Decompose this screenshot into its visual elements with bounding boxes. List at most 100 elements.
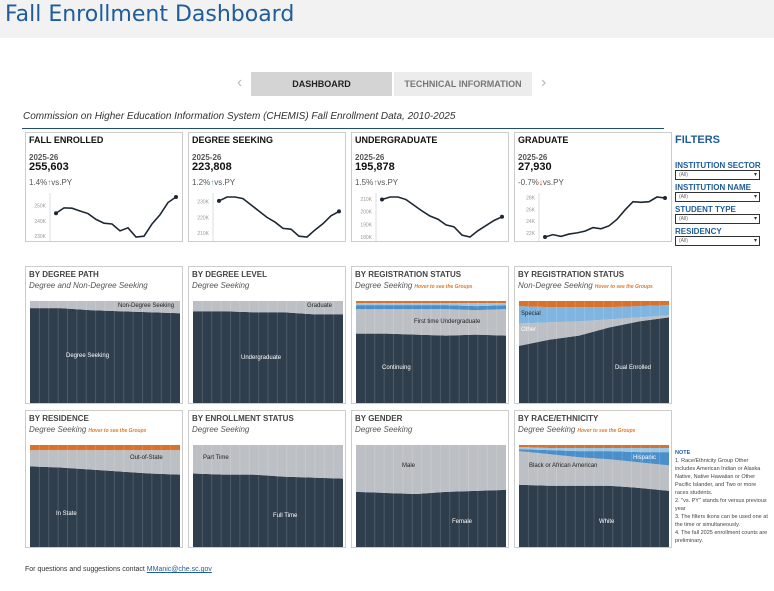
series-label: Black or African American bbox=[529, 463, 598, 469]
chart-title: BY GENDER bbox=[355, 414, 403, 423]
change-percent: 1.4% bbox=[29, 178, 48, 187]
kpi-card-graduate: GRADUATE 2025-26 27,930 -0.7%↓vs.PY 22K 24… bbox=[514, 132, 672, 242]
sparkline: 180K 190K 200K 210K bbox=[360, 193, 504, 241]
series-label: Male bbox=[402, 463, 416, 469]
area-other bbox=[30, 445, 180, 451]
vs-label: vs.PY bbox=[542, 178, 564, 187]
chart-panel: BY REGISTRATION STATUS Non-Degree Seekin… bbox=[514, 266, 672, 404]
series-label: Full Time bbox=[273, 513, 298, 519]
hover-hint[interactable]: Hover to see the Groups bbox=[88, 428, 147, 434]
tab-dashboard[interactable]: DASHBOARD bbox=[251, 72, 392, 96]
kpi-title: DEGREE SEEKING bbox=[192, 135, 274, 145]
series-label: Degree Seeking bbox=[66, 353, 110, 359]
axis-tick: 180K bbox=[360, 235, 372, 241]
area-chart[interactable] bbox=[30, 301, 180, 403]
chart-panel: BY DEGREE PATH Degree and Non-Degree See… bbox=[25, 266, 183, 404]
hover-hint[interactable]: Hover to see the Groups bbox=[414, 284, 473, 290]
note-line: 1. Race/Ethnicity Group Other includes A… bbox=[675, 458, 761, 496]
kpi-change: 1.4%↑vs.PY bbox=[29, 178, 72, 187]
area-chart[interactable] bbox=[30, 445, 180, 547]
kpi-title: FALL ENROLLED bbox=[29, 135, 104, 145]
filter-dropdown-student-type[interactable]: (All) bbox=[675, 214, 760, 224]
divider bbox=[22, 128, 664, 129]
kpi-change: 1.2%↑vs.PY bbox=[192, 178, 235, 187]
hover-hint[interactable]: Hover to see the Groups bbox=[594, 284, 653, 290]
series-label: Out-of-State bbox=[130, 455, 163, 461]
area-part-time bbox=[193, 445, 343, 479]
chart-title: BY DEGREE LEVEL bbox=[192, 270, 267, 279]
area-chart[interactable] bbox=[193, 445, 343, 547]
subtitle-text: Degree Seeking bbox=[192, 281, 250, 290]
change-percent: 1.5% bbox=[355, 178, 374, 187]
axis-tick: 190K bbox=[360, 222, 372, 228]
chevron-left-icon[interactable]: ‹ bbox=[237, 74, 243, 91]
kpi-card-fall-enrolled: FALL ENROLLED 2025-26 255,603 1.4%↑vs.PY… bbox=[25, 132, 183, 242]
kpi-title: GRADUATE bbox=[518, 135, 569, 145]
filter-dropdown-residency[interactable]: (All) bbox=[675, 236, 760, 246]
dashboard-subtitle: Commission on Higher Education Informati… bbox=[23, 111, 456, 122]
footer-text: For questions and suggestions contact bbox=[25, 566, 147, 573]
sparkline: 22K 24K 26K 28K bbox=[526, 193, 667, 241]
area-chart[interactable] bbox=[519, 445, 669, 547]
sparkline-line bbox=[381, 196, 503, 238]
area-chart[interactable] bbox=[519, 301, 669, 403]
chart-panel: BY REGISTRATION STATUS Degree Seeking Hov… bbox=[351, 266, 509, 404]
chevron-right-icon[interactable]: › bbox=[541, 74, 547, 91]
sparkline: 210K 220K 230K bbox=[197, 193, 341, 241]
series-label: In State bbox=[56, 511, 77, 517]
area-chart[interactable] bbox=[356, 301, 506, 403]
filters-title: FILTERS bbox=[675, 134, 721, 146]
series-label: Undergraduate bbox=[241, 355, 282, 361]
title-bar: Fall Enrollment Dashboard bbox=[0, 0, 774, 38]
sparkline-endpoint bbox=[217, 198, 221, 203]
kpi-card-degree-seeking: DEGREE SEEKING 2025-26 223,808 1.2%↑vs.P… bbox=[188, 132, 346, 242]
chart-title: BY ENROLLMENT STATUS bbox=[192, 414, 294, 423]
kpi-year: 2025-26 bbox=[192, 153, 222, 162]
axis-tick: 240K bbox=[34, 219, 46, 225]
kpi-value: 195,878 bbox=[355, 161, 395, 173]
chart-panel: BY RESIDENCE Degree Seeking Hover to see … bbox=[25, 410, 183, 548]
area-other bbox=[519, 447, 669, 453]
arrow-up-icon: ↑ bbox=[47, 178, 52, 187]
axis-tick: 22K bbox=[526, 231, 536, 237]
axis-tick: 200K bbox=[360, 210, 372, 216]
filter-dropdown-institution-name[interactable]: (All) bbox=[675, 192, 760, 202]
kpi-year: 2025-26 bbox=[29, 153, 59, 162]
axis-tick: 250K bbox=[34, 204, 46, 210]
area-continuing bbox=[356, 333, 506, 403]
change-percent: 1.2% bbox=[192, 178, 211, 187]
series-label: White bbox=[599, 519, 615, 525]
chart-panel: BY ENROLLMENT STATUS Degree Seeking Full … bbox=[188, 410, 346, 548]
chart-subtitle: Degree Seeking bbox=[355, 425, 414, 434]
area-non-degree-seeking bbox=[30, 301, 180, 314]
area-in-state bbox=[30, 466, 180, 547]
chart-subtitle: Degree Seeking Hover to see the Groups bbox=[518, 425, 635, 434]
filter-dropdown-institution-sector[interactable]: (All) bbox=[675, 170, 760, 180]
subtitle-text: Non-Degree Seeking bbox=[518, 281, 593, 290]
series-label: Hispanic bbox=[633, 455, 657, 461]
chart-title: BY DEGREE PATH bbox=[29, 270, 99, 279]
contact-email-link[interactable]: MManic@che.sc.gov bbox=[146, 566, 212, 573]
area-other bbox=[519, 445, 669, 449]
axis-tick: 210K bbox=[360, 197, 372, 203]
sparkline-line bbox=[55, 196, 177, 238]
arrow-up-icon: ↑ bbox=[373, 178, 378, 187]
area-other bbox=[356, 305, 506, 311]
sparkline-endpoint bbox=[663, 196, 667, 200]
kpi-year: 2025-26 bbox=[355, 153, 385, 162]
area-first-time-undergraduate bbox=[356, 309, 506, 336]
area-other bbox=[519, 301, 669, 308]
sparkline-line bbox=[218, 196, 340, 238]
hover-hint[interactable]: Hover to see the Groups bbox=[577, 428, 636, 434]
filter-label: STUDENT TYPE bbox=[675, 205, 736, 214]
subtitle-text: Degree Seeking bbox=[355, 425, 413, 434]
series-label: Part Time bbox=[203, 455, 229, 461]
sparkline: 230K 240K 250K bbox=[34, 193, 178, 241]
area-female bbox=[356, 489, 506, 547]
axis-tick: 28K bbox=[526, 196, 536, 202]
arrow-up-icon: ↑ bbox=[210, 178, 215, 187]
tab-technical-information[interactable]: TECHNICAL INFORMATION bbox=[394, 72, 532, 96]
area-chart[interactable] bbox=[356, 445, 506, 547]
area-chart[interactable] bbox=[193, 301, 343, 403]
axis-tick: 230K bbox=[197, 200, 209, 206]
